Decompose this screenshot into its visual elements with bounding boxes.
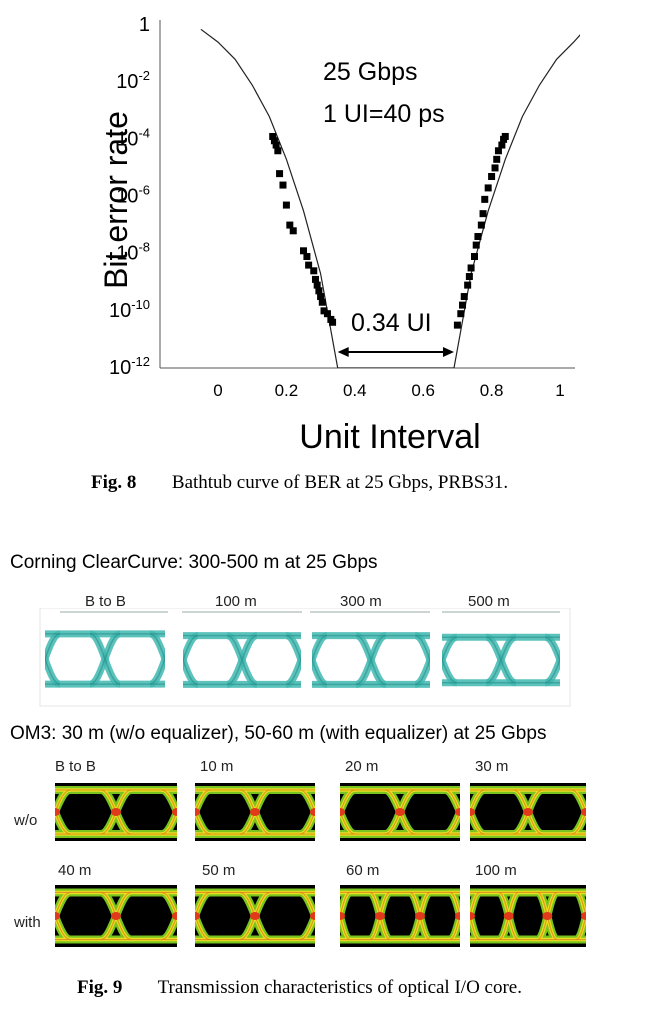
x-tick-label: 0.2 — [275, 381, 299, 400]
ber-data-point — [318, 298, 326, 306]
y-tick-label: 10-8 — [116, 240, 150, 265]
eye-label: 20 m — [345, 758, 379, 775]
ber-data-point — [269, 132, 277, 140]
fig8-caption: Fig. 8 Bathtub curve of BER at 25 Gbps, … — [91, 472, 508, 494]
y-tick-label: 10-4 — [116, 125, 150, 150]
ber-data-point — [494, 147, 502, 155]
ber-data-point — [323, 310, 331, 318]
ber-data-point — [305, 261, 313, 269]
y-axis-label: Bit error rate — [98, 111, 134, 289]
eye-diagram — [470, 783, 586, 841]
eye-diagram — [442, 630, 560, 690]
eye-panel-border — [39, 608, 571, 707]
eye-diagram — [340, 885, 460, 947]
y-tick-label: 1 — [139, 14, 150, 36]
row-label-with-equalizer: with — [14, 914, 41, 931]
ber-data-point — [286, 221, 294, 229]
fig8-caption-label: Fig. 8 — [91, 472, 137, 493]
ber-data-point — [272, 141, 280, 149]
eye-diagram — [312, 628, 430, 692]
arrowhead-right — [442, 347, 454, 357]
ber-bathtub-chart: 1 10-2 10-4 10-6 10-8 10-10 10-12 0 0.2 0.4 0.6 0.8… — [98, 14, 580, 456]
ber-data-point — [472, 241, 480, 249]
eye-label: 100 m — [475, 862, 517, 879]
eye-label: B to B — [85, 593, 126, 610]
annotation-rate: 25 Gbps — [323, 58, 418, 86]
ber-data-point — [484, 184, 492, 192]
y-tick-label: 10-6 — [116, 183, 150, 208]
eye-label: 10 m — [200, 758, 234, 775]
ber-data-point — [303, 253, 311, 261]
annotation-ui: 1 UI=40 ps — [323, 100, 445, 128]
ber-data-point — [477, 221, 485, 229]
fig9-caption-text: Transmission characteristics of optical … — [157, 977, 522, 998]
fig9-heading-clearcurve: Corning ClearCurve: 300-500 m at 25 Gbps — [10, 552, 378, 573]
ber-data-point — [464, 281, 472, 289]
fig9-heading-om3: OM3: 30 m (w/o equalizer), 50-60 m (with… — [10, 723, 547, 744]
eye-label: 50 m — [202, 862, 236, 879]
eye-diagram — [45, 626, 165, 692]
ber-data-point — [270, 137, 278, 145]
eye-label: 300 m — [340, 593, 382, 610]
ber-data-point — [276, 170, 284, 178]
y-tick-label: 10-2 — [116, 68, 150, 93]
ber-data-point — [474, 233, 482, 241]
eye-label: 60 m — [346, 862, 380, 879]
ber-data-point — [282, 201, 290, 209]
ber-data-point — [300, 247, 307, 255]
ber-data-point — [479, 210, 487, 218]
row-label-without-equalizer: w/o — [14, 812, 38, 829]
arrowhead-left — [337, 347, 349, 357]
x-tick-label: 1 — [555, 381, 564, 400]
ber-data-point — [453, 321, 461, 329]
ber-data-point — [313, 281, 321, 289]
ber-data-point — [488, 172, 496, 180]
ber-data-point — [501, 132, 509, 140]
ber-data-point — [498, 141, 506, 149]
eye-label: 500 m — [468, 593, 510, 610]
eye-label: 40 m — [58, 862, 92, 879]
eye-diagram — [183, 628, 301, 692]
ber-data-point — [279, 181, 287, 189]
ber-data-point — [467, 264, 475, 272]
annotation-eye-opening: 0.34 UI — [351, 309, 432, 337]
ber-data-point — [457, 310, 465, 318]
ber-data-point — [317, 293, 325, 301]
eye-diagram — [340, 783, 460, 841]
x-axis-label: Unit Interval — [299, 418, 480, 456]
ber-data-point — [315, 287, 323, 295]
eye-label: 100 m — [215, 593, 257, 610]
clearcurve-eye-diagrams — [39, 608, 571, 707]
eye-diagram — [195, 885, 315, 947]
ber-data-point — [465, 273, 473, 281]
x-tick-label: 0.8 — [480, 381, 504, 400]
ber-data-point — [481, 195, 489, 203]
y-tick-label: 10-12 — [109, 354, 150, 379]
eye-diagram — [55, 885, 177, 947]
x-tick-label: 0.6 — [411, 381, 435, 400]
ber-data-point — [310, 267, 318, 275]
ber-data-point — [491, 164, 499, 172]
ber-data-point — [460, 293, 468, 301]
ber-data-point — [329, 318, 337, 326]
fig9-caption: Fig. 9 Transmission characteristics of o… — [77, 977, 522, 999]
eye-diagram — [55, 783, 177, 841]
ber-data-point — [471, 253, 478, 261]
y-tick-label: 10-10 — [109, 297, 150, 322]
eye-diagram — [195, 783, 315, 841]
om3-eye-diagrams — [55, 783, 586, 947]
ber-data-point — [459, 301, 467, 309]
x-tick-label: 0.4 — [343, 381, 367, 400]
ber-data-point — [289, 227, 297, 235]
eye-diagram — [470, 885, 586, 947]
ber-data-point — [274, 147, 282, 155]
eye-label: 30 m — [475, 758, 509, 775]
fig9-caption-label: Fig. 9 — [77, 977, 123, 998]
fig8-caption-text: Bathtub curve of BER at 25 Gbps, PRBS31. — [171, 472, 509, 493]
eye-label: B to B — [55, 758, 96, 775]
x-tick-label: 0 — [213, 381, 222, 400]
ber-data-point — [493, 155, 501, 163]
fit-curve — [200, 28, 580, 368]
ber-data-point — [311, 275, 319, 283]
